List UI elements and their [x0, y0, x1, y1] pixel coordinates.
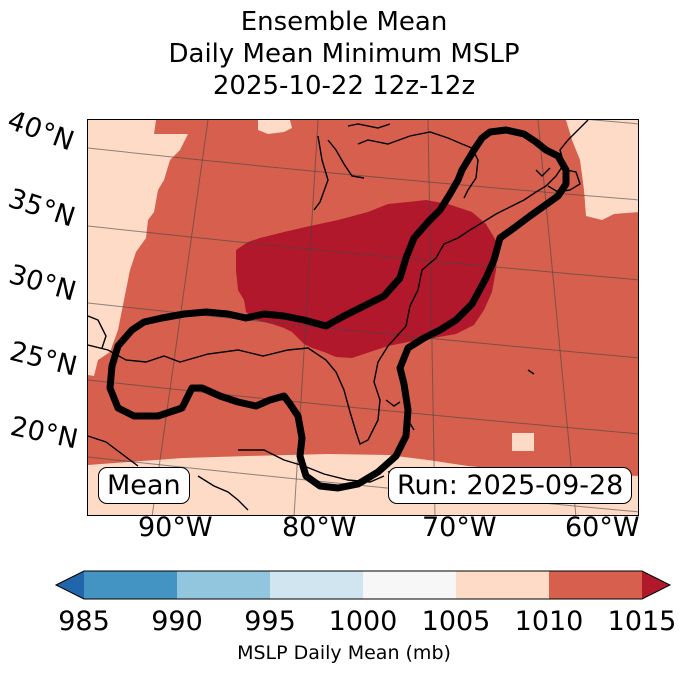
- colorbar-label: MSLP Daily Mean (mb): [0, 642, 688, 664]
- lon-label-90w: 90°W: [138, 512, 213, 543]
- colorbar-bin-995-1000: [270, 571, 363, 599]
- title-line-3: 2025-10-22 12z-12z: [0, 70, 688, 102]
- lon-label-70w: 70°W: [422, 512, 497, 543]
- map-panel: Mean Run: 2025-09-28: [87, 119, 639, 516]
- run-date-label-box: Run: 2025-09-28: [388, 467, 632, 504]
- lat-label-35n: 35°N: [4, 183, 78, 234]
- lat-label-20n: 20°N: [8, 411, 81, 455]
- colorbar-tick-1005: 1005: [422, 606, 491, 637]
- title-line-1: Ensemble Mean: [0, 6, 688, 38]
- lat-label-25n: 25°N: [7, 336, 81, 383]
- colorbar-tick-985: 985: [58, 606, 110, 637]
- colorbar-extend-max: [642, 571, 670, 599]
- map-canvas: [88, 120, 639, 516]
- colorbar-tick-1000: 1000: [329, 606, 398, 637]
- lat-label-40n: 40°N: [3, 105, 78, 157]
- colorbar-tick-995: 995: [244, 606, 296, 637]
- colorbar-tick-1015: 1015: [608, 606, 677, 637]
- title-line-2: Daily Mean Minimum MSLP: [0, 38, 688, 70]
- pressure-region-1005-1010-spot: [512, 433, 534, 451]
- colorbar-extend-min: [56, 571, 84, 599]
- lon-label-60w: 60°W: [565, 512, 640, 543]
- lon-label-80w: 80°W: [282, 512, 357, 543]
- colorbar-bin-1005-1010: [456, 571, 549, 599]
- colorbar-bin-1010-1015: [549, 571, 642, 599]
- colorbar-bin-1000-1005: [363, 571, 456, 599]
- colorbar-tick-990: 990: [151, 606, 203, 637]
- colorbar: [0, 568, 688, 604]
- lat-label-30n: 30°N: [5, 259, 79, 308]
- mean-label-box: Mean: [98, 467, 190, 504]
- colorbar-bin-985-990: [84, 571, 177, 599]
- colorbar-bin-990-995: [177, 571, 270, 599]
- colorbar-tick-1010: 1010: [515, 606, 584, 637]
